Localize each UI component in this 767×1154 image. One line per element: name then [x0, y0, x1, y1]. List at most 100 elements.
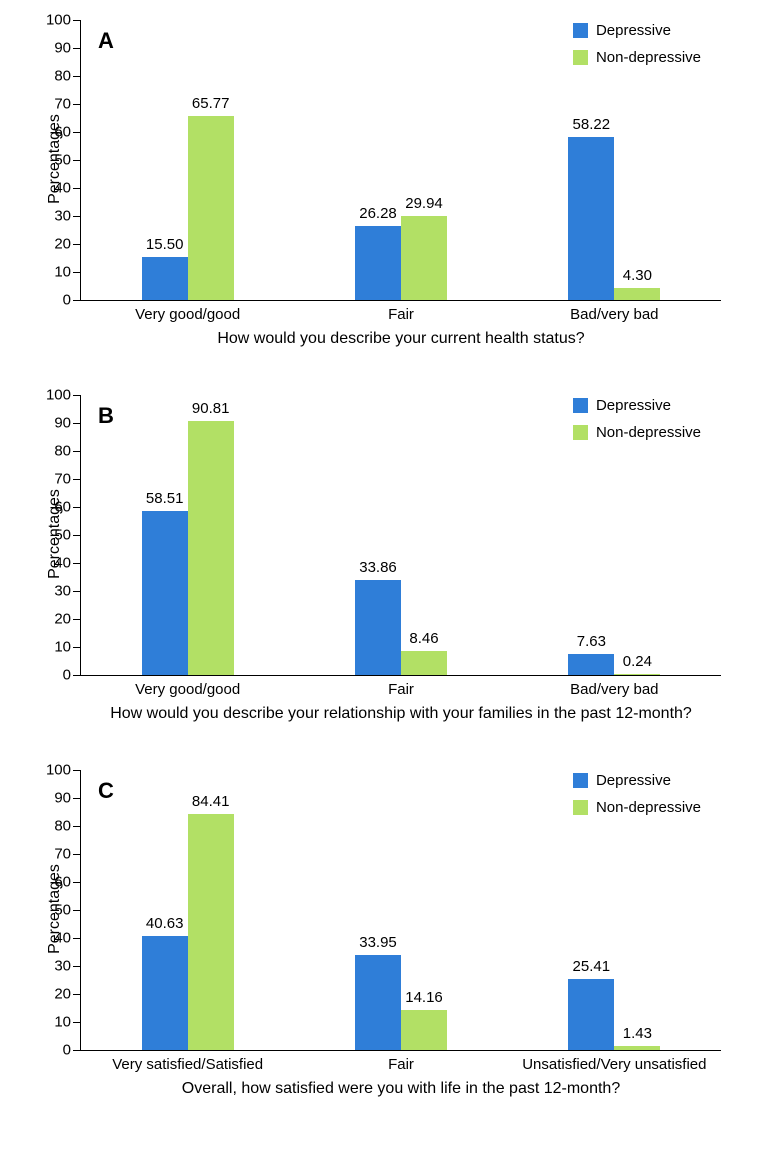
- bar-value-label: 26.28: [359, 205, 397, 222]
- chart-bar: 58.22: [568, 137, 614, 300]
- legend-swatch: [573, 800, 588, 815]
- y-tick: [73, 675, 81, 676]
- chart-plot-area: 010203040506070809010058.5190.81Very goo…: [80, 395, 721, 676]
- chart-bar: 15.50: [142, 257, 188, 300]
- y-tick: [73, 76, 81, 77]
- y-tick-label: 10: [54, 1014, 71, 1031]
- y-tick: [73, 272, 81, 273]
- bar-value-label: 25.41: [573, 958, 611, 975]
- chart-bar: 29.94: [401, 216, 447, 300]
- y-tick-label: 10: [54, 264, 71, 281]
- bar-value-label: 58.51: [146, 490, 184, 507]
- y-tick: [73, 563, 81, 564]
- y-tick: [73, 910, 81, 911]
- y-tick: [73, 994, 81, 995]
- legend-label: Depressive: [596, 772, 671, 789]
- chart-bar: 14.16: [401, 1010, 447, 1050]
- y-tick: [73, 770, 81, 771]
- chart-bar: 25.41: [568, 979, 614, 1050]
- legend-item: Depressive: [573, 22, 701, 39]
- x-tick-label: Very good/good: [135, 681, 240, 698]
- y-tick-label: 80: [54, 818, 71, 835]
- y-tick-label: 100: [46, 762, 71, 779]
- y-tick: [73, 507, 81, 508]
- y-tick: [73, 395, 81, 396]
- x-tick-label: Very good/good: [135, 306, 240, 323]
- y-tick-label: 90: [54, 40, 71, 57]
- x-tick-label: Bad/very bad: [570, 306, 658, 323]
- chart-bar: 8.46: [401, 651, 447, 675]
- panel-letter: B: [98, 403, 114, 429]
- chart-bar: 65.77: [188, 116, 234, 300]
- y-tick: [73, 104, 81, 105]
- y-axis-title: Percentages: [46, 489, 64, 579]
- chart-bar: 4.30: [614, 288, 660, 300]
- panel-letter: A: [98, 28, 114, 54]
- bar-value-label: 84.41: [192, 793, 230, 810]
- y-tick: [73, 244, 81, 245]
- chart-plot-area: 010203040506070809010040.6384.41Very sat…: [80, 770, 721, 1051]
- y-tick: [73, 132, 81, 133]
- legend-label: Depressive: [596, 397, 671, 414]
- y-tick: [73, 854, 81, 855]
- y-tick: [73, 216, 81, 217]
- chart-legend: Depressive Non-depressive: [573, 772, 701, 826]
- legend-label: Non-depressive: [596, 799, 701, 816]
- legend-swatch: [573, 425, 588, 440]
- legend-swatch: [573, 50, 588, 65]
- y-tick-label: 10: [54, 639, 71, 656]
- y-tick-label: 30: [54, 583, 71, 600]
- y-tick: [73, 188, 81, 189]
- y-tick-label: 90: [54, 415, 71, 432]
- y-tick: [73, 48, 81, 49]
- bar-value-label: 40.63: [146, 915, 184, 932]
- legend-item: Non-depressive: [573, 799, 701, 816]
- y-tick: [73, 423, 81, 424]
- x-axis-title: Overall, how satisfied were you with lif…: [182, 1080, 620, 1098]
- chart-bar: 7.63: [568, 654, 614, 675]
- bar-value-label: 90.81: [192, 400, 230, 417]
- legend-label: Non-depressive: [596, 49, 701, 66]
- bar-value-label: 0.24: [623, 653, 652, 670]
- chart-bar: 84.41: [188, 814, 234, 1050]
- x-axis-title: How would you describe your current heal…: [217, 330, 584, 348]
- bar-value-label: 7.63: [577, 633, 606, 650]
- legend-item: Depressive: [573, 772, 701, 789]
- bar-value-label: 8.46: [409, 630, 438, 647]
- y-tick-label: 90: [54, 790, 71, 807]
- y-tick-label: 0: [63, 667, 71, 684]
- legend-item: Depressive: [573, 397, 701, 414]
- y-tick: [73, 882, 81, 883]
- chart-bar: 33.86: [355, 580, 401, 675]
- legend-swatch: [573, 23, 588, 38]
- y-tick-label: 70: [54, 471, 71, 488]
- x-tick-label: Fair: [388, 1056, 414, 1073]
- chart-legend: Depressive Non-depressive: [573, 397, 701, 451]
- y-tick: [73, 826, 81, 827]
- y-tick-label: 70: [54, 846, 71, 863]
- y-tick: [73, 20, 81, 21]
- x-tick-label: Bad/very bad: [570, 681, 658, 698]
- y-tick-label: 80: [54, 443, 71, 460]
- y-tick: [73, 938, 81, 939]
- bar-value-label: 65.77: [192, 95, 230, 112]
- y-axis-title: Percentages: [46, 864, 64, 954]
- chart-plot-area: 010203040506070809010015.5065.77Very goo…: [80, 20, 721, 301]
- chart-bar: 1.43: [614, 1046, 660, 1050]
- y-tick-label: 80: [54, 68, 71, 85]
- y-tick: [73, 160, 81, 161]
- x-tick-label: Unsatisfied/Very unsatisfied: [522, 1056, 706, 1073]
- legend-label: Non-depressive: [596, 424, 701, 441]
- y-tick: [73, 798, 81, 799]
- bar-value-label: 58.22: [573, 116, 611, 133]
- legend-item: Non-depressive: [573, 424, 701, 441]
- chart-bar: 40.63: [142, 936, 188, 1050]
- y-tick: [73, 300, 81, 301]
- y-tick-label: 30: [54, 958, 71, 975]
- y-tick-label: 30: [54, 208, 71, 225]
- y-tick-label: 100: [46, 12, 71, 29]
- y-tick: [73, 619, 81, 620]
- y-tick-label: 0: [63, 1042, 71, 1059]
- x-tick-label: Fair: [388, 681, 414, 698]
- y-tick-label: 20: [54, 236, 71, 253]
